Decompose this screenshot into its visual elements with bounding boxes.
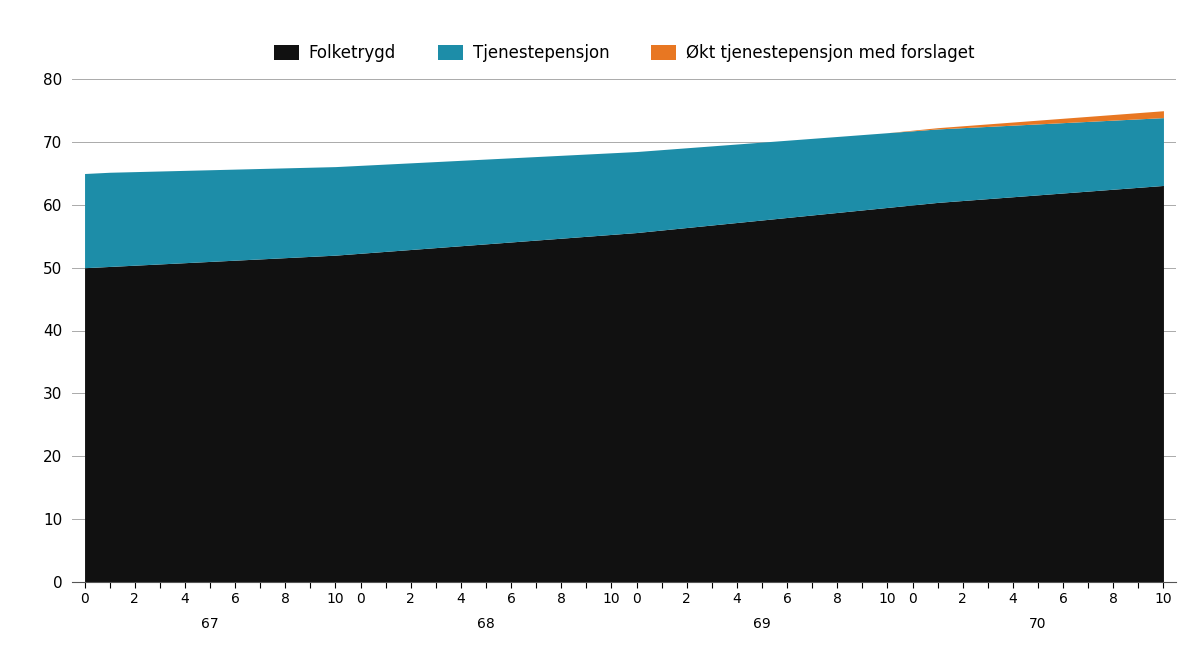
Legend: Folketrygd, Tjenestepensjon, Økt tjenestepensjon med forslaget: Folketrygd, Tjenestepensjon, Økt tjenest…: [266, 38, 982, 69]
